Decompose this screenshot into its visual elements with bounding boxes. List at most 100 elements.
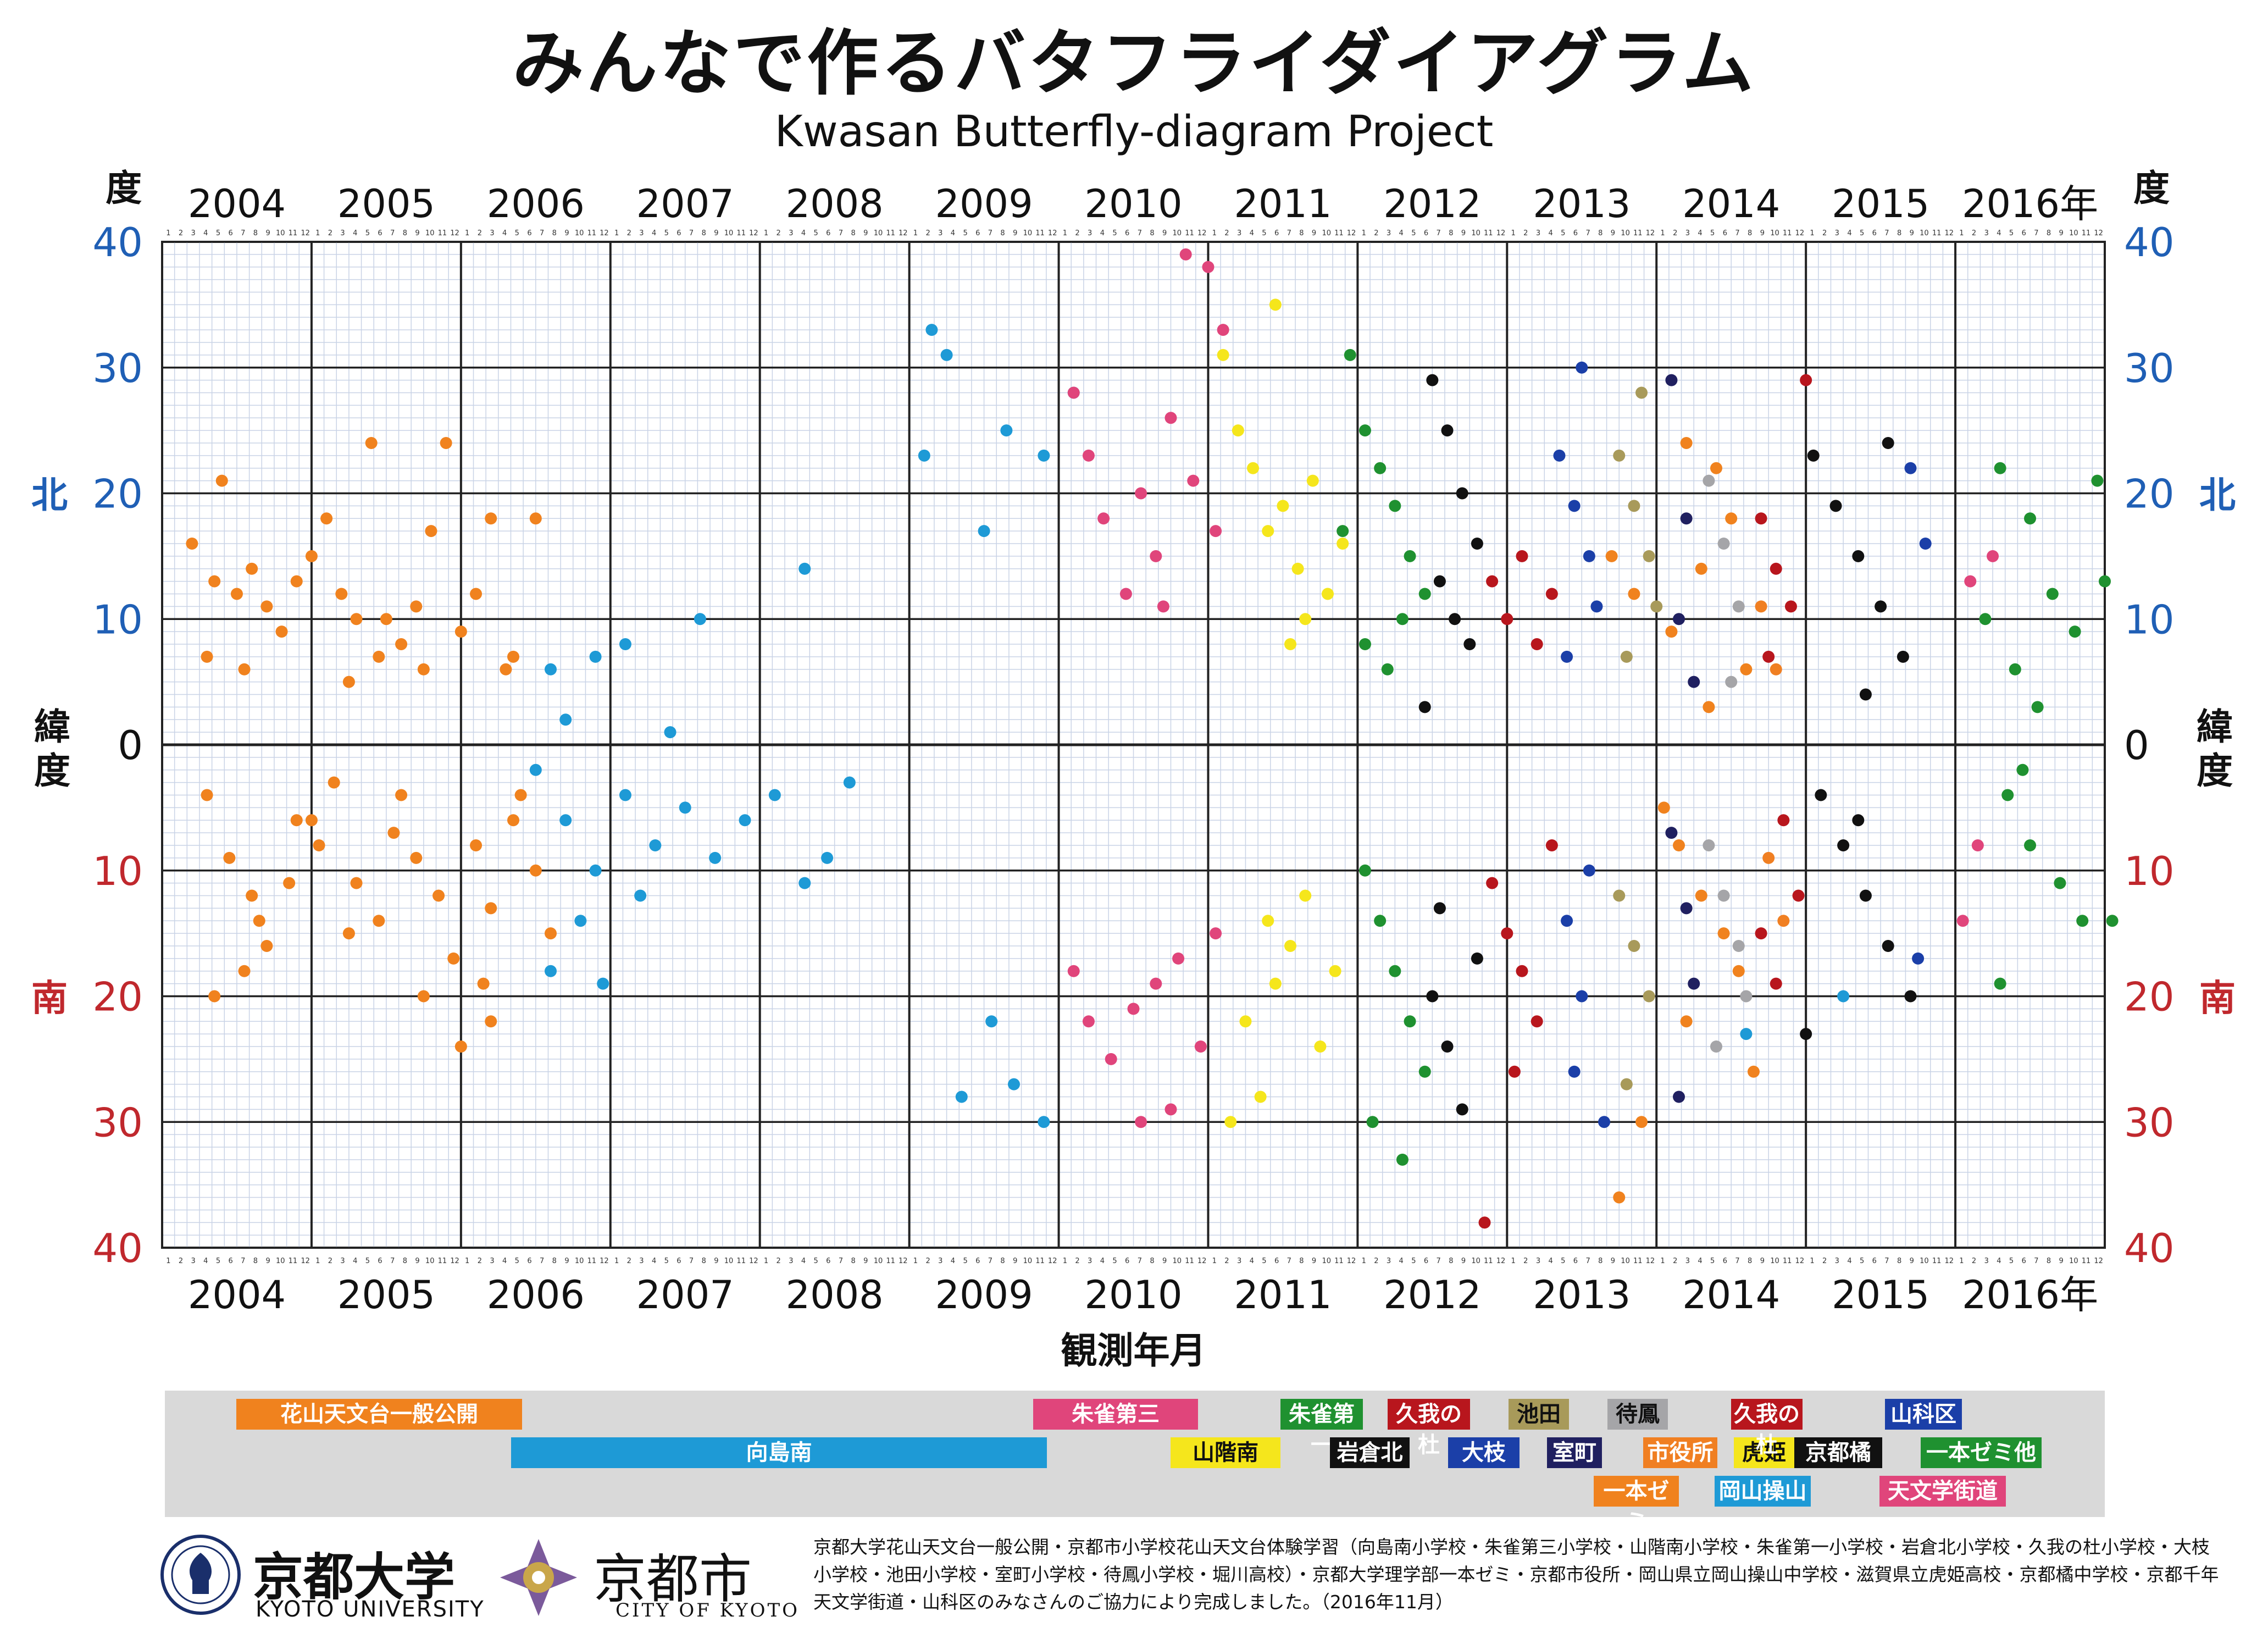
data-point: [1463, 638, 1476, 650]
month-tick-label-bottom: 6: [378, 1257, 382, 1265]
data-point: [1703, 839, 1715, 851]
data-point: [447, 952, 460, 965]
month-tick-label-top: 4: [1847, 229, 1851, 237]
month-tick-label-top: 5: [963, 229, 967, 237]
butterfly-diagram: 2004200411223344556677889910101111121220…: [31, 167, 2236, 1372]
month-tick-label-bottom: 9: [1162, 1257, 1167, 1265]
month-tick-label-top: 6: [1872, 229, 1877, 237]
data-point: [1202, 261, 1215, 273]
data-point: [709, 851, 722, 864]
month-tick-label-top: 1: [1511, 229, 1515, 237]
data-point: [1717, 927, 1730, 940]
month-tick-label-top: 9: [1162, 229, 1167, 237]
data-point: [1150, 550, 1162, 562]
data-point: [1710, 462, 1722, 474]
month-tick-label-top: 4: [1997, 229, 2001, 237]
data-point: [1329, 965, 1341, 977]
month-tick-label-bottom: 4: [951, 1257, 955, 1265]
kyoto-university-seal: [159, 1534, 242, 1616]
data-point: [470, 839, 483, 851]
month-tick-label-top: 1: [1810, 229, 1814, 237]
data-point: [1135, 1116, 1147, 1128]
month-tick-label-bottom: 11: [587, 1257, 597, 1265]
month-tick-label-bottom: 12: [1496, 1257, 1506, 1265]
month-tick-label-top: 12: [450, 229, 459, 237]
data-point: [313, 839, 325, 851]
data-point: [1725, 676, 1738, 688]
month-tick-label-bottom: 12: [1944, 1257, 1954, 1265]
data-point: [238, 965, 251, 977]
data-point: [1859, 688, 1872, 701]
data-point: [1545, 839, 1558, 851]
month-tick-label-top: 8: [552, 229, 557, 237]
month-tick-label-top: 10: [2069, 229, 2078, 237]
month-tick-label-top: 4: [1399, 229, 1404, 237]
month-tick-label-bottom: 8: [1150, 1257, 1154, 1265]
month-tick-label-top: 6: [2022, 229, 2026, 237]
month-tick-label-bottom: 9: [265, 1257, 270, 1265]
month-tick-label-top: 8: [851, 229, 856, 237]
year-label-bottom: 2006: [487, 1272, 585, 1318]
year-label-bottom: 2008: [786, 1272, 884, 1318]
month-tick-label-top: 7: [241, 229, 245, 237]
month-tick-label-bottom: 7: [988, 1257, 992, 1265]
month-tick-label-top: 12: [899, 229, 908, 237]
month-tick-label-bottom: 1: [1810, 1257, 1814, 1265]
year-label-top: 2013: [1533, 181, 1631, 226]
latitude-label-right: 0: [2124, 722, 2149, 768]
data-point: [1964, 575, 1977, 588]
data-point: [1082, 1015, 1095, 1028]
month-tick-label-bottom: 3: [191, 1257, 196, 1265]
data-point: [1635, 386, 1648, 399]
data-point: [410, 600, 423, 613]
month-tick-label-top: 6: [975, 229, 980, 237]
data-point: [1210, 525, 1222, 538]
data-point: [1732, 940, 1745, 952]
data-point: [619, 638, 631, 650]
data-point: [1262, 915, 1274, 927]
month-tick-label-top: 12: [1347, 229, 1356, 237]
data-point: [2016, 763, 2029, 776]
month-tick-label-bottom: 4: [203, 1257, 208, 1265]
month-tick-label-top: 4: [353, 229, 357, 237]
data-point: [1732, 600, 1745, 613]
data-point: [1337, 525, 1349, 538]
month-tick-label-bottom: 11: [1633, 1257, 1643, 1265]
data-point: [1545, 588, 1558, 600]
month-tick-label-bottom: 5: [814, 1257, 818, 1265]
data-point: [1680, 512, 1693, 525]
month-tick-label-top: 5: [1112, 229, 1117, 237]
data-point: [1568, 1065, 1581, 1078]
month-tick-label-top: 1: [764, 229, 768, 237]
data-point: [1396, 613, 1409, 626]
data-point: [1486, 877, 1499, 889]
data-point: [1665, 626, 1678, 638]
data-point: [1994, 462, 2006, 474]
month-tick-label-top: 5: [1561, 229, 1565, 237]
data-point: [1299, 613, 1312, 626]
data-point: [1717, 889, 1730, 902]
month-tick-label-top: 5: [1262, 229, 1266, 237]
data-point: [1456, 1103, 1468, 1116]
data-point: [1418, 1065, 1431, 1078]
data-point: [1269, 298, 1282, 311]
data-point: [559, 814, 572, 827]
year-label-bottom: 2014: [1682, 1272, 1780, 1318]
data-point: [253, 915, 265, 927]
month-tick-label-top: 4: [951, 229, 955, 237]
month-tick-label-top: 11: [289, 229, 298, 237]
latitude-label-left: 30: [92, 1099, 143, 1145]
year-label-top: 2004: [188, 181, 286, 226]
data-point: [1703, 701, 1715, 713]
data-point: [1194, 1040, 1207, 1053]
data-point: [1628, 940, 1640, 952]
month-tick-label-bottom: 9: [1461, 1257, 1466, 1265]
month-tick-label-bottom: 7: [1884, 1257, 1889, 1265]
month-tick-label-bottom: 8: [253, 1257, 258, 1265]
year-label-bottom: 2004: [188, 1272, 286, 1318]
data-point: [1456, 487, 1468, 500]
month-tick-label-bottom: 5: [365, 1257, 370, 1265]
month-tick-label-bottom: 2: [179, 1257, 183, 1265]
data-point: [619, 789, 631, 801]
data-point: [1755, 600, 1767, 613]
